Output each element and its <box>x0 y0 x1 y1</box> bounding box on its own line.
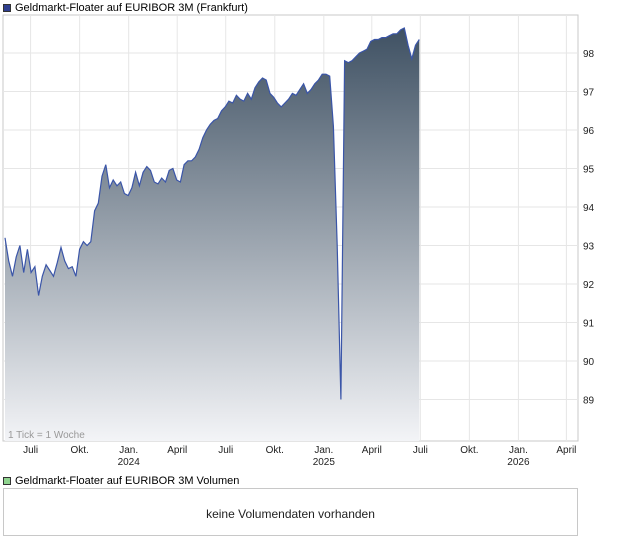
y-tick-label: 90 <box>583 357 595 368</box>
y-tick-label: 89 <box>583 396 595 407</box>
x-tick-label: April <box>167 445 187 456</box>
price-area <box>5 28 420 441</box>
x-tick-label: Juli <box>218 445 233 456</box>
y-tick-label: 93 <box>583 242 595 253</box>
volume-panel: keine Volumendaten vorhanden <box>3 488 578 536</box>
volume-legend-swatch-icon <box>3 477 11 485</box>
x-tick-label: Jan. <box>314 445 333 456</box>
x-tick-label: Okt. <box>266 445 284 456</box>
volume-empty-message: keine Volumendaten vorhanden <box>206 507 375 521</box>
x-tick-label: Jan. <box>509 445 528 456</box>
x-tick-label: Juli <box>23 445 38 456</box>
x-tick-label: Okt. <box>460 445 478 456</box>
y-tick-label: 95 <box>583 165 595 176</box>
y-tick-label: 91 <box>583 319 595 330</box>
price-legend: Geldmarkt-Floater auf EURIBOR 3M (Frankf… <box>3 2 248 15</box>
y-tick-label: 97 <box>583 88 595 99</box>
price-legend-label: Geldmarkt-Floater auf EURIBOR 3M (Frankf… <box>15 2 248 14</box>
volume-legend: Geldmarkt-Floater auf EURIBOR 3M Volumen <box>3 475 239 488</box>
x-tick-label: Juli <box>413 445 428 456</box>
y-tick-label: 92 <box>583 280 595 291</box>
price-legend-swatch-icon <box>3 4 11 12</box>
x-tick-year-label: 2024 <box>118 457 141 468</box>
x-tick-label: April <box>556 445 576 456</box>
y-tick-label: 94 <box>583 203 595 214</box>
tick-note: 1 Tick = 1 Woche <box>8 430 85 441</box>
price-line <box>4 27 420 400</box>
volume-legend-label: Geldmarkt-Floater auf EURIBOR 3M Volumen <box>15 475 240 487</box>
x-tick-label: Jan. <box>119 445 138 456</box>
y-tick-label: 96 <box>583 126 595 137</box>
x-tick-label: April <box>362 445 382 456</box>
x-tick-label: Okt. <box>70 445 88 456</box>
y-tick-label: 98 <box>583 49 595 60</box>
x-tick-year-label: 2026 <box>507 457 530 468</box>
x-tick-year-label: 2025 <box>313 457 336 468</box>
